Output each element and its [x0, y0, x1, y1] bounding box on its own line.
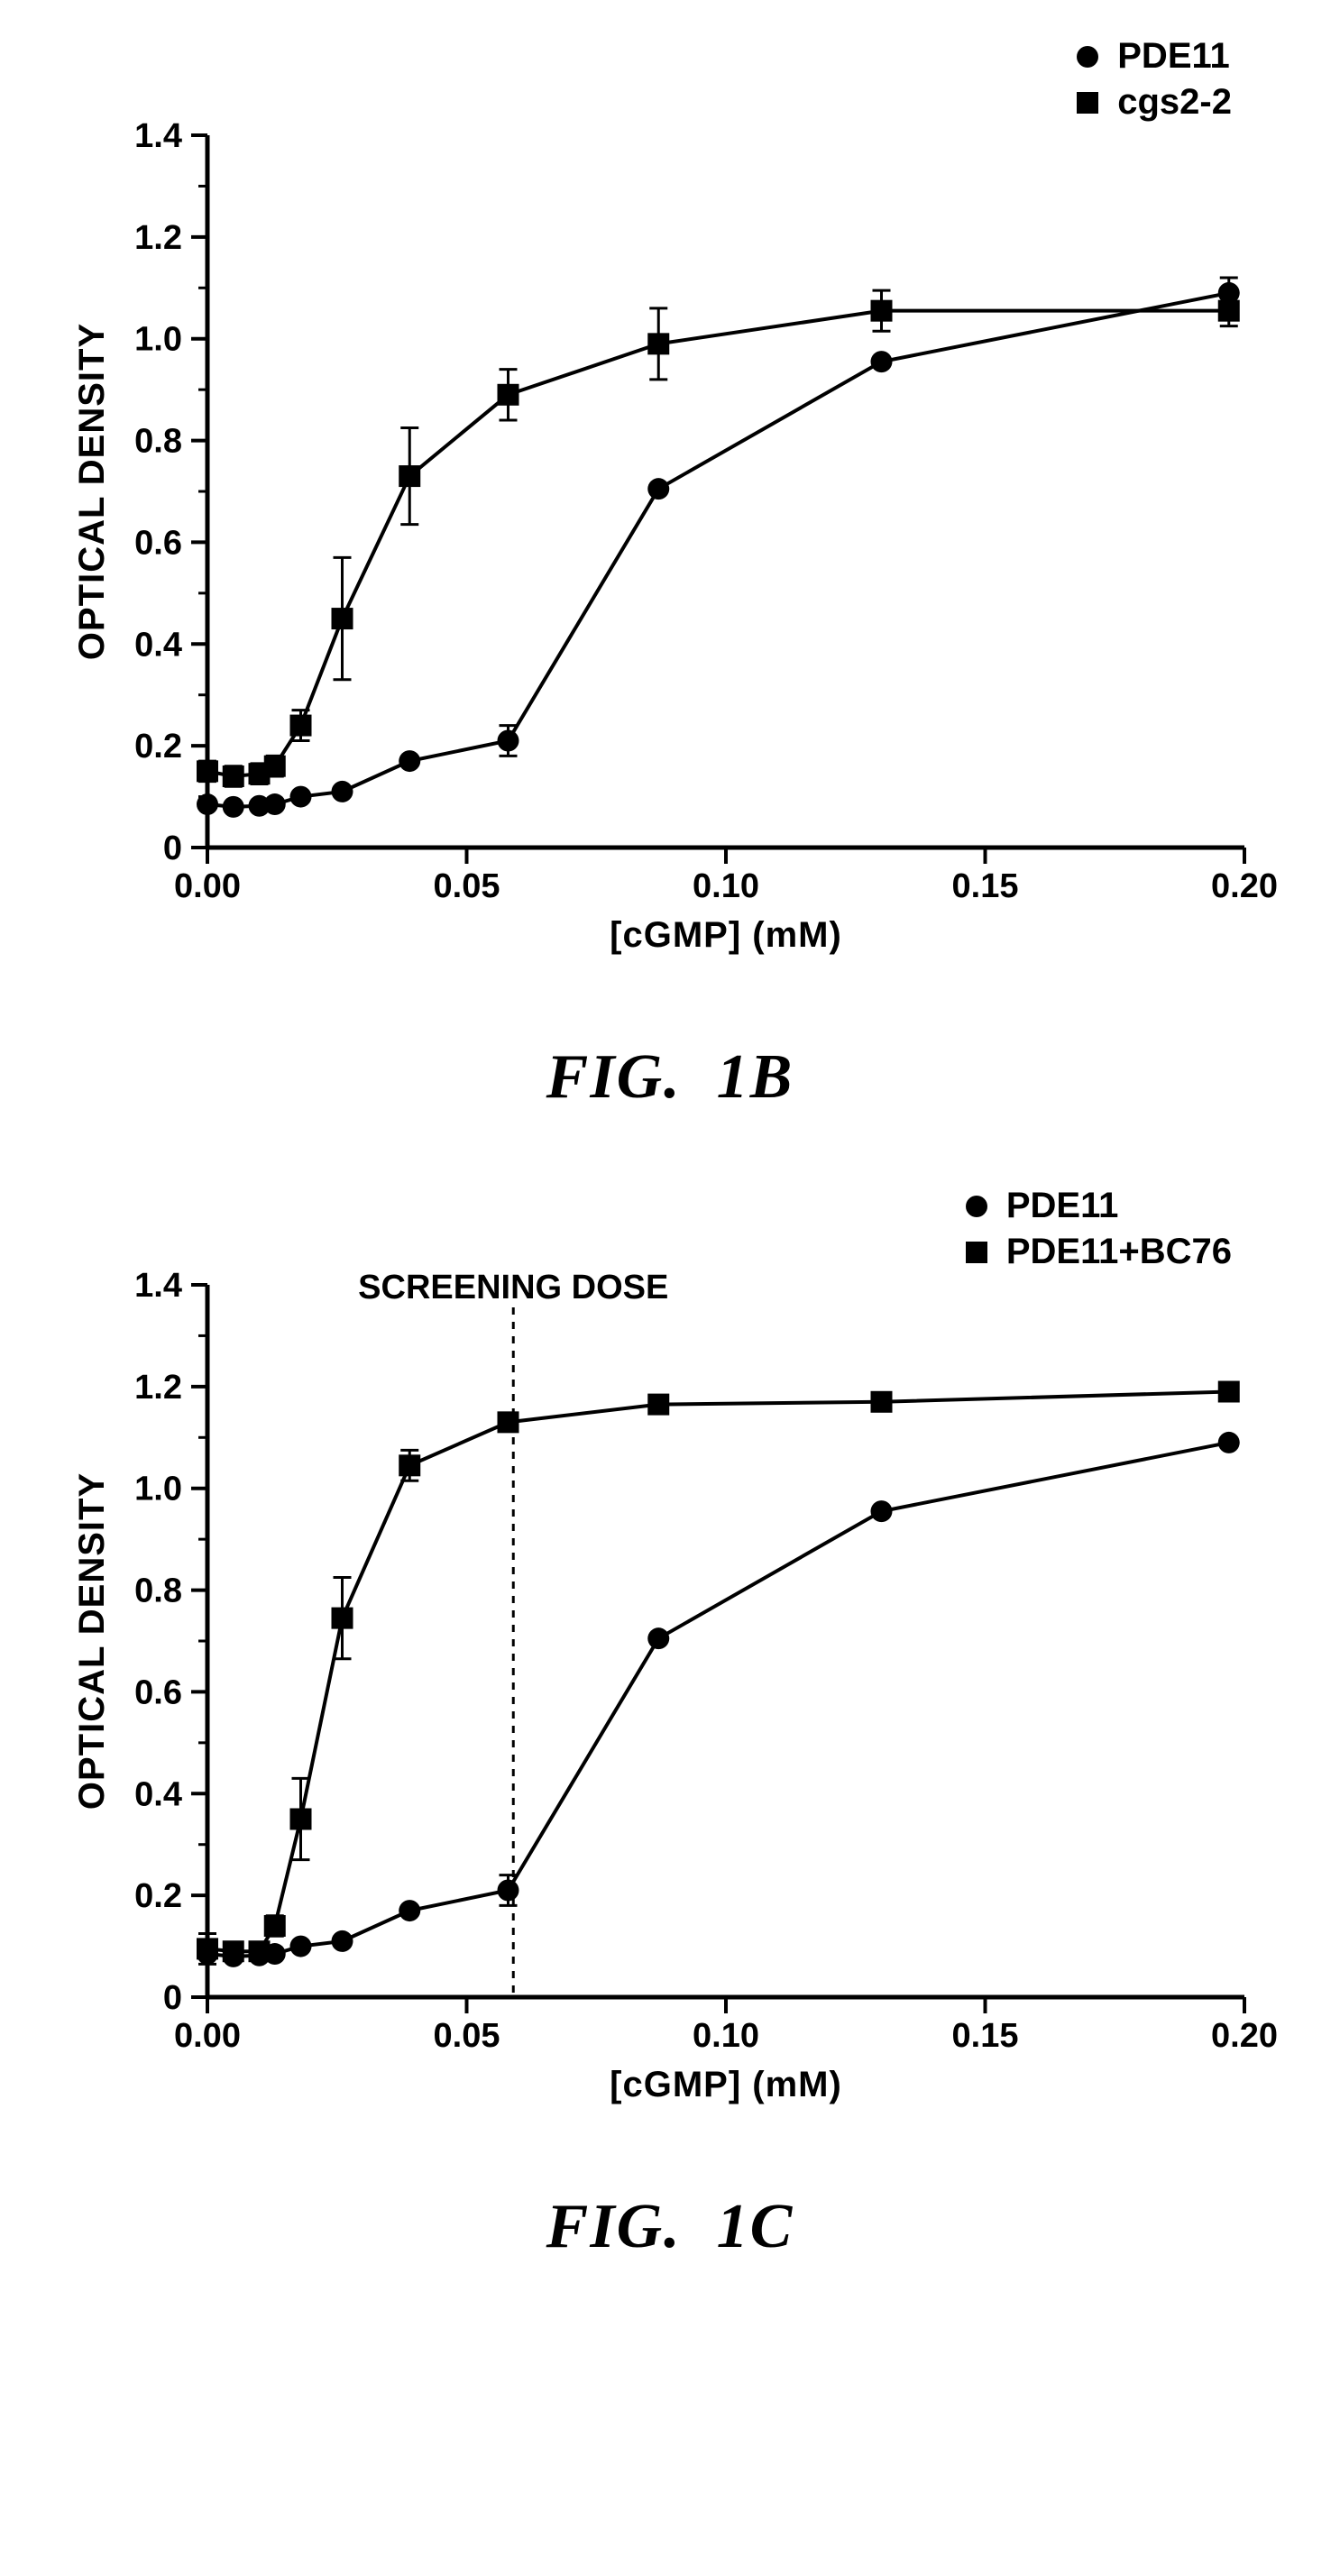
legend-fig1b: PDE11 cgs2-2: [1074, 36, 1232, 128]
legend-item: PDE11: [1074, 36, 1232, 77]
svg-text:0.20: 0.20: [1211, 867, 1278, 905]
svg-text:OPTICAL DENSITY: OPTICAL DENSITY: [72, 323, 112, 660]
legend-item: PDE11: [963, 1186, 1232, 1226]
svg-text:0.00: 0.00: [174, 2017, 241, 2055]
svg-text:1.0: 1.0: [134, 321, 182, 359]
svg-text:0.8: 0.8: [134, 1572, 182, 1610]
svg-text:0.4: 0.4: [134, 1775, 182, 1813]
svg-text:1.2: 1.2: [134, 1369, 182, 1407]
svg-text:OPTICAL DENSITY: OPTICAL DENSITY: [72, 1472, 112, 1810]
square-icon: [963, 1239, 990, 1266]
svg-text:0.6: 0.6: [134, 1673, 182, 1711]
circle-icon: [963, 1193, 990, 1220]
svg-text:1.4: 1.4: [134, 117, 182, 155]
svg-text:0.15: 0.15: [952, 867, 1019, 905]
chart-fig1b: 0 0.2 0.4 0.6 0.8 1.0 1.2 1.4 0.00 0.05 0.10 0.15 0.…: [54, 36, 1280, 983]
svg-text:1.2: 1.2: [134, 219, 182, 257]
svg-text:0.2: 0.2: [134, 1877, 182, 1915]
legend-item: cgs2-2: [1074, 82, 1232, 123]
legend-label: cgs2-2: [1117, 82, 1232, 123]
figure-caption: FIG. 1C: [54, 2191, 1286, 2263]
svg-text:[cGMP] (mM): [cGMP] (mM): [610, 2065, 842, 2104]
circle-icon: [1074, 43, 1101, 70]
svg-text:0.15: 0.15: [952, 2017, 1019, 2055]
legend-label: PDE11: [1006, 1186, 1119, 1226]
svg-text:0.05: 0.05: [434, 867, 500, 905]
legend-label: PDE11: [1117, 36, 1230, 77]
panel-fig1c: PDE11 PDE11+BC76 00.20.40.60.81.01.21.40…: [54, 1186, 1286, 2263]
svg-text:SCREENING DOSE: SCREENING DOSE: [358, 1269, 668, 1306]
panel-fig1b: PDE11 cgs2-2 00.20.40.60.81.01.21.40.000…: [54, 36, 1286, 1114]
svg-text:0.2: 0.2: [134, 728, 182, 765]
svg-text:0: 0: [163, 1979, 182, 2017]
svg-text:0.4: 0.4: [134, 626, 182, 664]
svg-text:0: 0: [163, 830, 182, 867]
svg-text:1.0: 1.0: [134, 1471, 182, 1508]
legend-label: PDE11+BC76: [1006, 1232, 1232, 1272]
svg-text:0.10: 0.10: [693, 867, 759, 905]
legend-item: PDE11+BC76: [963, 1232, 1232, 1272]
chart-fig1c: 0 0.2 0.4 0.6 0.8 1.0 1.2 1.4 0.00 0.05 0.10 0.15 0.…: [54, 1186, 1280, 2132]
figure-caption: FIG. 1B: [54, 1041, 1286, 1114]
svg-text:0.8: 0.8: [134, 423, 182, 461]
svg-text:0.6: 0.6: [134, 524, 182, 562]
svg-text:0.20: 0.20: [1211, 2017, 1278, 2055]
svg-text:1.4: 1.4: [134, 1267, 182, 1305]
svg-text:[cGMP] (mM): [cGMP] (mM): [610, 915, 842, 955]
legend-fig1c: PDE11 PDE11+BC76: [963, 1186, 1232, 1278]
svg-text:0.00: 0.00: [174, 867, 241, 905]
svg-text:0.05: 0.05: [434, 2017, 500, 2055]
svg-text:0.10: 0.10: [693, 2017, 759, 2055]
page: PDE11 cgs2-2 00.20.40.60.81.01.21.40.000…: [0, 0, 1340, 2389]
square-icon: [1074, 89, 1101, 116]
